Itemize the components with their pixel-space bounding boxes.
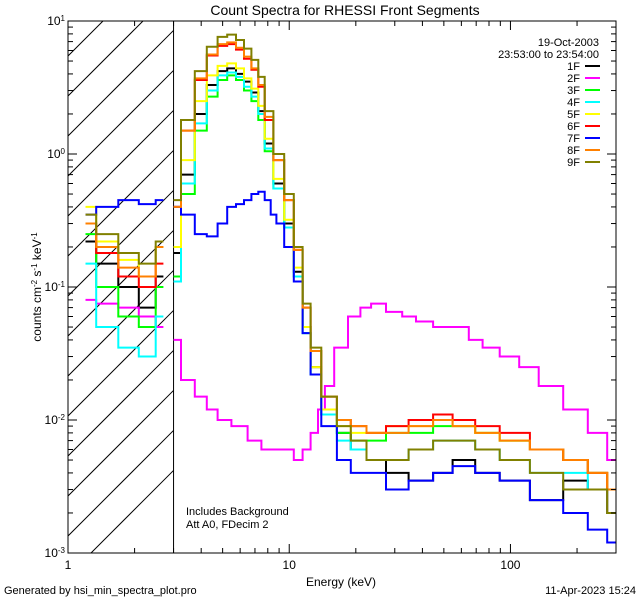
legend-label-3F: 3F: [567, 85, 580, 97]
y-tick-label: 100: [47, 147, 65, 162]
series-low-energy-9F: [85, 213, 164, 265]
annotation-attenuator: Att A0, FDecim 2: [186, 519, 269, 531]
hatch-line: [68, 390, 174, 497]
y-tick-label: 10-1: [45, 280, 66, 295]
legend-label-7F: 7F: [567, 133, 580, 145]
y-tick-mantissa: 10: [45, 280, 59, 294]
x-tick-label: 1: [65, 558, 72, 572]
y-tick-label: 10-2: [45, 413, 66, 428]
y-tick-mantissa: 10: [45, 413, 59, 427]
y-tick-exponent: -2: [58, 413, 66, 422]
series-low-energy-4F: [85, 262, 164, 358]
hatch-line: [68, 190, 174, 297]
y-tick-mantissa: 10: [45, 546, 59, 560]
hatch-line: [68, 21, 104, 57]
y-label-exp-3: -1: [30, 232, 39, 240]
y-tick-label: 10-3: [45, 546, 66, 561]
legend-label-5F: 5F: [567, 109, 580, 121]
annotation-background: Includes Background: [186, 506, 289, 518]
y-label-exp-2: -1: [30, 263, 39, 271]
x-tick-label: 100: [500, 558, 520, 572]
legend-label-4F: 4F: [567, 97, 580, 109]
legend-label-6F: 6F: [567, 121, 580, 133]
hatch-line: [68, 350, 174, 457]
legend-label-2F: 2F: [567, 73, 580, 85]
hatch-line: [90, 470, 174, 553]
date-label: 19-Oct-2003: [538, 37, 599, 49]
hatch-line: [68, 30, 174, 137]
y-label-tail: keV: [30, 239, 44, 263]
legend-label-8F: 8F: [567, 145, 580, 157]
y-label-base: counts cm: [30, 287, 44, 342]
series-line-2F: [173, 302, 616, 461]
y-tick-mantissa: 10: [47, 147, 61, 161]
footer-generated-by: Generated by hsi_min_spectra_plot.pro: [4, 585, 197, 597]
y-tick-exponent: -3: [58, 546, 66, 555]
x-axis-label: Energy (keV): [306, 575, 376, 589]
series-line-9F: [173, 33, 616, 514]
footer-timestamp: 11-Apr-2023 15:24: [545, 585, 636, 597]
series-line-7F: [173, 190, 616, 544]
legend-label-9F: 9F: [567, 157, 580, 169]
y-label-mid: s: [30, 271, 44, 280]
chart-title: Count Spectra for RHESSI Front Segments: [210, 2, 479, 18]
time-range-label: 23:53:00 to 23:54:00: [498, 49, 599, 61]
y-label-exp-1: -2: [30, 279, 39, 287]
y-tick-mantissa: 10: [47, 14, 61, 28]
hatch-line: [68, 70, 174, 177]
attenuator-hatched-region: [68, 21, 174, 553]
series-low-energy-3F: [85, 233, 164, 328]
y-tick-label: 101: [47, 14, 65, 29]
hatch-line: [68, 430, 174, 537]
series-layer: [85, 33, 616, 544]
hatch-line: [68, 21, 144, 97]
y-tick-exponent: 1: [61, 14, 66, 23]
y-axis-label: counts cm-2 s-1 keV-1: [30, 232, 45, 342]
series-low-energy-7F: [85, 199, 164, 216]
hatch-line: [68, 150, 174, 257]
y-tick-exponent: 0: [61, 147, 66, 156]
hatch-line: [68, 110, 174, 217]
x-tick-label: 10: [283, 558, 297, 572]
y-tick-exponent: -1: [58, 280, 66, 289]
legend-label-1F: 1F: [567, 61, 580, 73]
